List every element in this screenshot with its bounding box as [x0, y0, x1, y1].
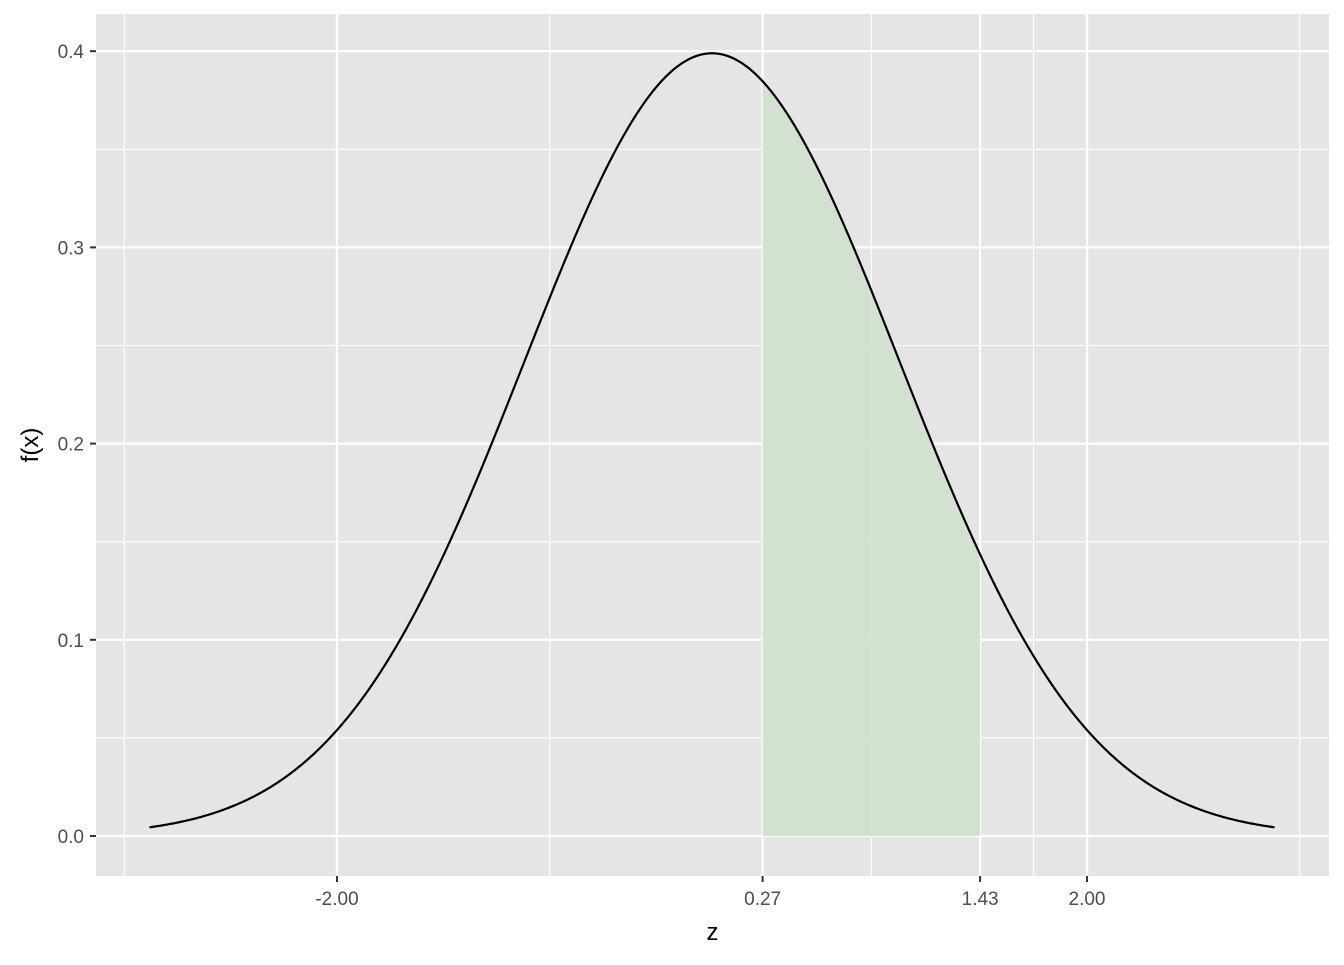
y-tick-label: 0.0	[58, 827, 84, 848]
y-tick-label: 0.4	[58, 42, 85, 63]
x-axis: -2.00 0.27 1.43 2.00	[315, 876, 1105, 910]
density-curve	[149, 52, 1275, 829]
x-tick-label: 0.27	[744, 889, 781, 910]
x-tick-label: -2.00	[315, 889, 358, 910]
y-tick-label: 0.2	[58, 435, 84, 456]
shaded-area	[762, 81, 981, 837]
plot-panel	[96, 14, 1329, 876]
x-tick-label: 1.43	[962, 889, 999, 910]
y-axis-title: f(x)	[17, 428, 44, 463]
x-axis-title: z	[707, 919, 719, 946]
y-tick-label: 0.1	[58, 631, 84, 652]
y-tick-label: 0.3	[58, 238, 84, 259]
x-tick-label: 2.00	[1069, 889, 1106, 910]
y-axis: 0.0 0.1 0.2 0.3 0.4	[58, 42, 96, 848]
